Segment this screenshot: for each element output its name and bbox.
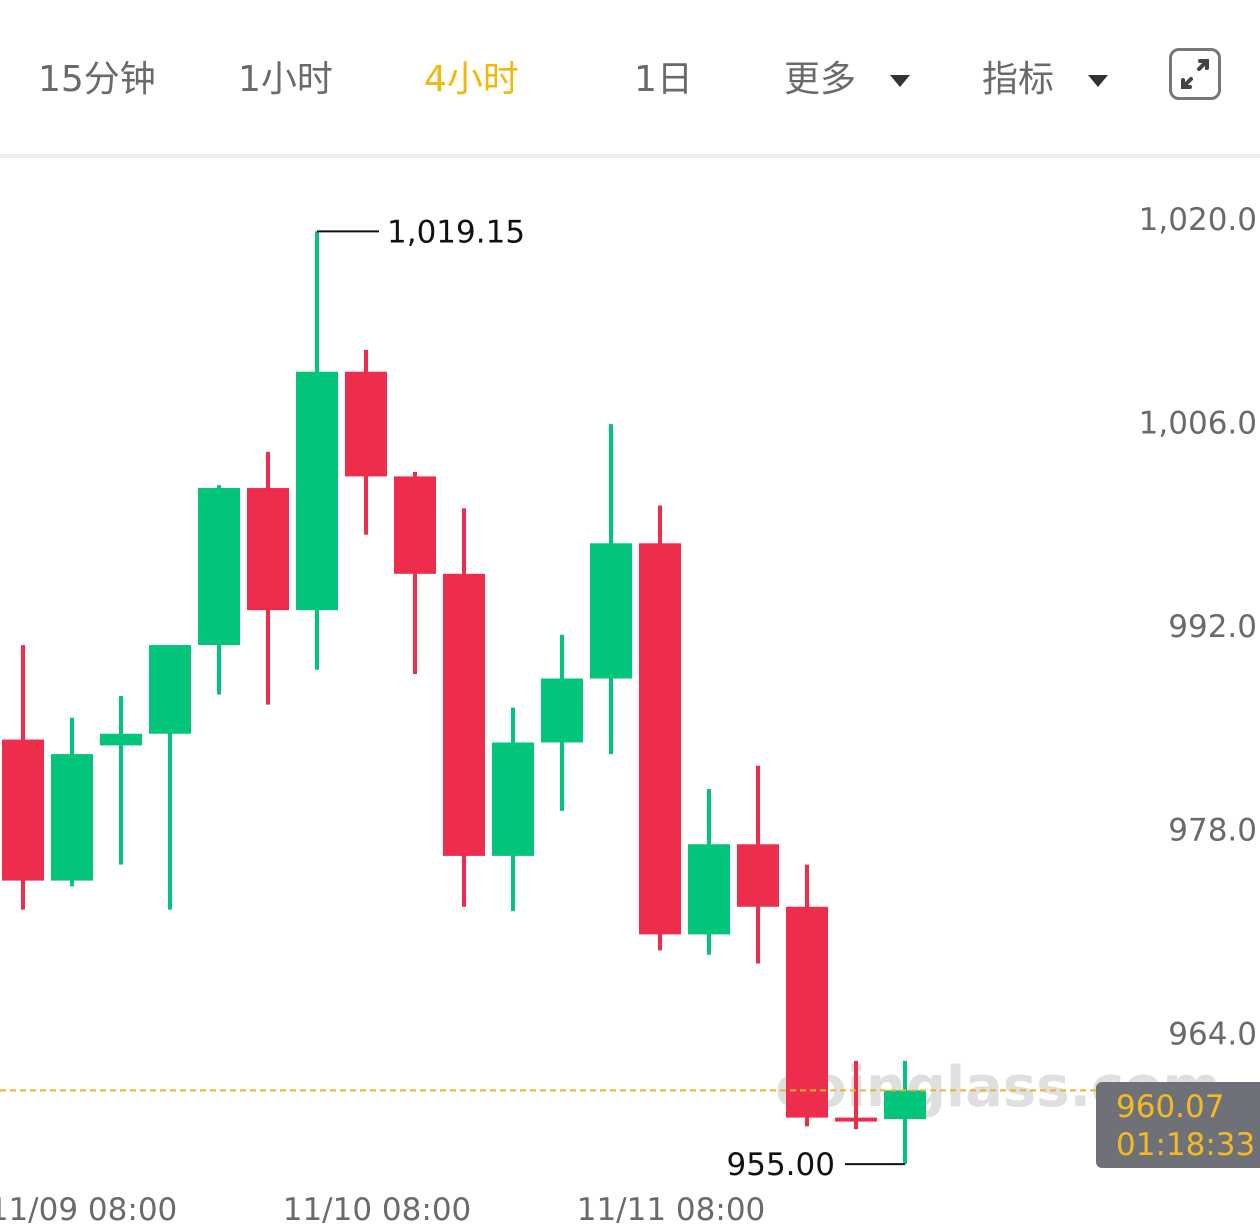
y-axis-tick-label: 964.0 xyxy=(1168,1016,1257,1052)
candle-body xyxy=(590,543,632,679)
candle[interactable] xyxy=(688,789,730,955)
tab-15min[interactable]: 15分钟 xyxy=(38,59,156,100)
timeframe-toolbar: 15分钟 1小时 4小时 1日 更多 指标 xyxy=(0,0,1260,156)
y-axis-tick-label: 978.0 xyxy=(1168,813,1257,849)
candle[interactable] xyxy=(737,765,779,964)
candle-body xyxy=(100,733,142,746)
candle[interactable] xyxy=(639,505,681,951)
expand-icon xyxy=(1181,59,1209,89)
candle-body xyxy=(296,371,338,611)
more-label: 更多 xyxy=(784,59,857,100)
indicators-dropdown[interactable]: 指标 xyxy=(982,50,1109,102)
candle[interactable] xyxy=(394,472,436,675)
candle-body xyxy=(247,488,289,611)
x-axis-tick-label: 11/09 08:00 xyxy=(0,1192,177,1228)
caret-down-icon xyxy=(1088,75,1109,87)
tab-1day[interactable]: 1日 xyxy=(634,59,693,100)
caret-down-icon xyxy=(890,75,911,87)
fullscreen-button[interactable] xyxy=(1169,48,1221,100)
candle-body xyxy=(149,645,191,734)
candle-body xyxy=(443,573,485,856)
candle-body xyxy=(786,906,828,1118)
candle-body xyxy=(639,543,681,935)
candle[interactable] xyxy=(51,717,93,887)
candle[interactable] xyxy=(345,349,387,535)
candle[interactable] xyxy=(590,424,632,755)
candle-body xyxy=(198,488,240,646)
tab-4hour[interactable]: 4小时 xyxy=(424,59,519,100)
candle-body xyxy=(835,1117,877,1122)
candle-body xyxy=(345,371,387,477)
candle[interactable] xyxy=(149,645,191,910)
x-axis-tick-label: 11/11 08:00 xyxy=(577,1192,766,1228)
candle[interactable] xyxy=(541,634,583,811)
candle-body xyxy=(541,678,583,743)
candle-body xyxy=(2,739,44,881)
toolbar-divider xyxy=(0,154,1260,158)
candle-body xyxy=(492,742,534,856)
candle[interactable] xyxy=(443,508,485,907)
indicators-label: 指标 xyxy=(982,59,1055,100)
x-axis-tick-label: 11/10 08:00 xyxy=(283,1192,472,1228)
tab-1hour[interactable]: 1小时 xyxy=(238,59,333,100)
candle[interactable] xyxy=(296,231,338,670)
candle-body xyxy=(688,844,730,935)
candle[interactable] xyxy=(884,1060,926,1165)
current-price-label: 960.07 01:18:33 xyxy=(1096,1082,1260,1168)
candle-countdown: 01:18:33 xyxy=(1116,1127,1256,1163)
candle[interactable] xyxy=(835,1060,877,1130)
candle-body xyxy=(884,1090,926,1120)
candle[interactable] xyxy=(786,864,828,1127)
candle[interactable] xyxy=(492,707,534,912)
candle-body xyxy=(737,844,779,907)
more-dropdown[interactable]: 更多 xyxy=(784,50,911,102)
y-axis-tick-label: 1,006.0 xyxy=(1139,406,1257,442)
candle[interactable] xyxy=(247,451,289,705)
current-price-value: 960.07 xyxy=(1116,1089,1225,1125)
low-price-label: 955.00 xyxy=(727,1147,835,1183)
candle-body xyxy=(51,754,93,881)
candle[interactable] xyxy=(198,485,240,695)
candlestick-chart[interactable]: coinglass.com 1,020.01,006.0992.0978.096… xyxy=(0,158,1260,1231)
y-axis-tick-label: 1,020.0 xyxy=(1139,202,1257,238)
candle-body xyxy=(394,476,436,574)
high-price-label: 1,019.15 xyxy=(387,214,525,250)
candle[interactable] xyxy=(100,695,142,865)
y-axis-tick-label: 992.0 xyxy=(1168,609,1257,645)
candle[interactable] xyxy=(2,645,44,910)
